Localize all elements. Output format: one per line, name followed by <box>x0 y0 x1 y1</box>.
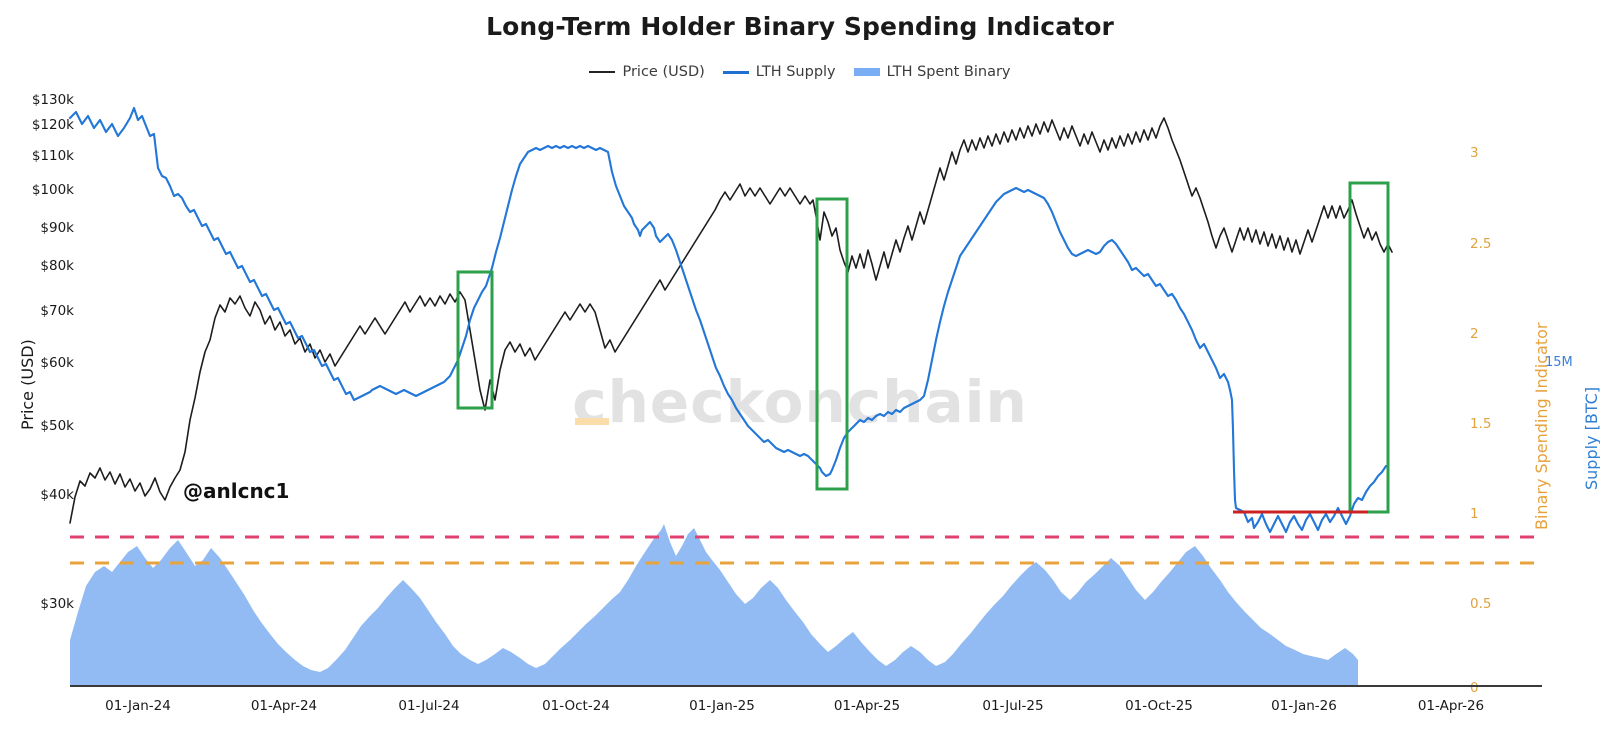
chart-title: Long-Term Holder Binary Spending Indicat… <box>486 12 1114 41</box>
x-tick-7: 01-Oct-25 <box>1125 698 1193 714</box>
y-tick-bsi-3: 1.5 <box>1470 416 1492 432</box>
author-handle: @anlcnc1 <box>183 479 290 503</box>
y-tick-bsi-0: 3 <box>1470 145 1479 161</box>
legend-item-lth-spent-binary[interactable]: LTH Spent Binary <box>853 64 1011 80</box>
legend-label-lth-supply: LTH Supply <box>755 64 836 80</box>
legend-item-lth-supply[interactable]: LTH Supply <box>722 64 836 80</box>
y-tick-left-2: $110k <box>31 148 74 164</box>
y-tick-bsi-1: 2.5 <box>1470 236 1492 252</box>
legend-swatch-price-icon <box>589 71 616 73</box>
legend-swatch-supply-icon <box>722 70 749 74</box>
y-tick-bsi-4: 1 <box>1470 506 1479 522</box>
legend-label-lth-spent-binary: LTH Spent Binary <box>886 64 1011 80</box>
y-tick-left-1: $120k <box>31 117 74 133</box>
y-tick-left-8: $50k <box>40 418 74 434</box>
series-lth-supply <box>68 106 1388 534</box>
y-tick-left-6: $70k <box>40 303 74 319</box>
highlight-box-3 <box>1348 181 1390 514</box>
legend-item-price[interactable]: Price (USD) <box>589 64 705 80</box>
x-tick-8: 01-Jan-26 <box>1271 698 1337 714</box>
x-tick-6: 01-Jul-25 <box>982 698 1044 714</box>
highlight-box-1 <box>456 270 494 410</box>
chart-legend: Price (USD) LTH Supply LTH Spent Binary <box>0 64 1600 80</box>
y-tick-left-3: $100k <box>31 182 74 198</box>
y-tick-bsi-2: 2 <box>1470 326 1479 342</box>
highlight-box-2 <box>815 197 849 491</box>
legend-label-price: Price (USD) <box>622 64 705 80</box>
y-tick-left-5: $80k <box>40 258 74 274</box>
y-tick-left-4: $90k <box>40 220 74 236</box>
y-tick-left-7: $60k <box>40 355 74 371</box>
y-tick-left-10: $30k <box>40 596 74 612</box>
x-tick-5: 01-Apr-25 <box>833 698 901 714</box>
x-tick-3: 01-Oct-24 <box>542 698 610 714</box>
x-tick-2: 01-Jul-24 <box>398 698 460 714</box>
series-price <box>69 117 1393 524</box>
y-tick-supply-15m: 15M <box>1545 355 1573 370</box>
x-tick-9: 01-Apr-26 <box>1417 698 1485 714</box>
x-tick-4: 01-Jan-25 <box>689 698 755 714</box>
y-tick-bsi-6: 0 <box>1470 680 1479 696</box>
orange-marker <box>575 418 609 425</box>
y-tick-bsi-5: 0.5 <box>1470 596 1492 612</box>
x-tick-1: 01-Apr-24 <box>250 698 318 714</box>
x-tick-0: 01-Jan-24 <box>105 698 171 714</box>
y-tick-left-9: $40k <box>40 487 74 503</box>
series-lth-spent-binary-area <box>70 524 1358 686</box>
watermark-checkonchain: checkonchain <box>572 368 1028 436</box>
y-tick-left-0: $130k <box>31 92 74 108</box>
legend-swatch-binary-icon <box>853 68 880 76</box>
